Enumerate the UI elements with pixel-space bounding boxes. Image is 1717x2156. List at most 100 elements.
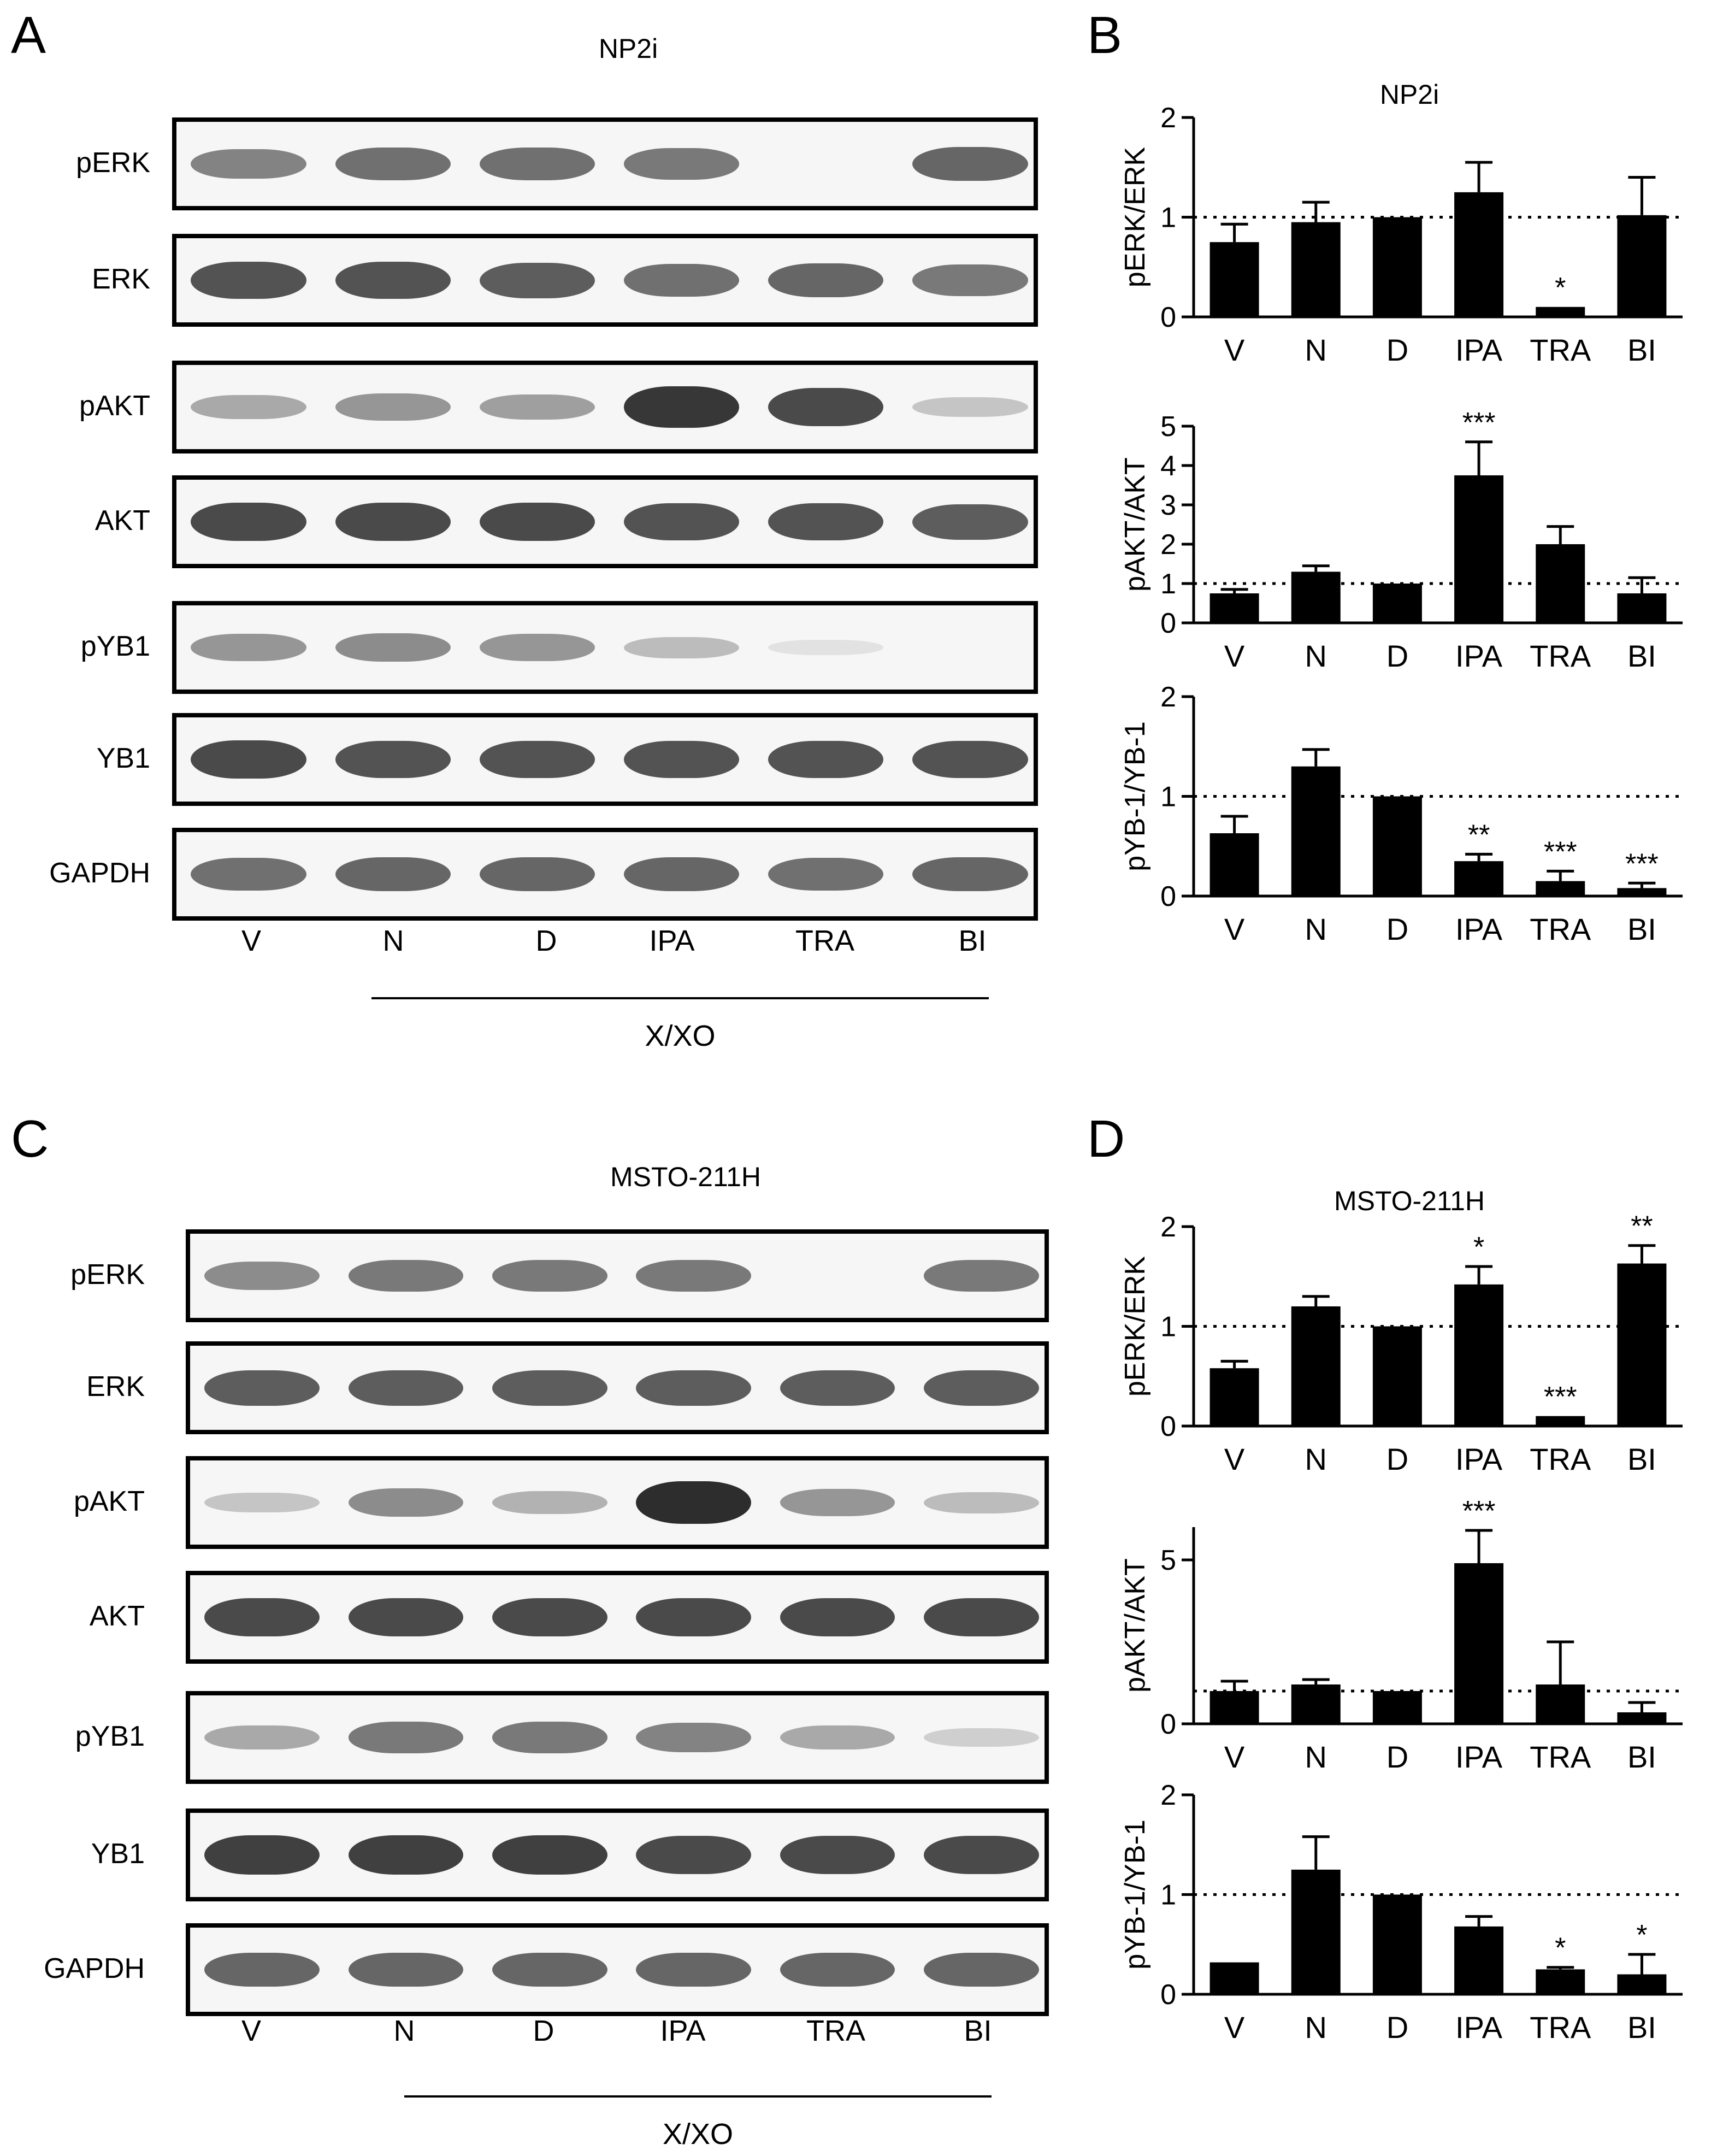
blot-band [924, 1728, 1039, 1747]
x-tick-label: N [1305, 333, 1327, 367]
blot-band [636, 1952, 751, 1987]
blot-band [479, 148, 595, 180]
blot-band [636, 1598, 751, 1637]
blot-strip-perk [172, 117, 1038, 210]
blot-band [191, 740, 306, 779]
significance-marker: *** [1544, 1381, 1577, 1413]
blot-band [479, 634, 595, 661]
blot-band [479, 857, 595, 892]
blot-band [623, 857, 740, 892]
blot-band [623, 264, 740, 297]
blot-band [191, 149, 306, 179]
bar-tra [1536, 307, 1585, 317]
y-tick-label: 5 [1160, 411, 1176, 443]
y-tick-label: 0 [1160, 608, 1176, 639]
blot-row-label: GAPDH [49, 857, 150, 889]
blot-band [348, 1722, 464, 1753]
bar-ipa [1454, 192, 1504, 317]
blot-band [335, 741, 451, 778]
significance-marker: *** [1544, 836, 1577, 868]
blot-band [636, 1481, 751, 1524]
y-tick-label: 2 [1160, 1780, 1176, 1811]
x-tick-label: D [1386, 1442, 1408, 1476]
x-tick-label: D [1386, 1740, 1408, 1774]
significance-marker: *** [1462, 1495, 1496, 1527]
lane-label: BI [964, 2014, 992, 2047]
significance-marker: *** [1625, 848, 1659, 880]
blot-band [335, 148, 451, 180]
bar-v [1209, 1962, 1259, 1994]
bar-ipa [1454, 475, 1504, 623]
bar-ipa [1454, 1284, 1504, 1426]
bar-n [1291, 1869, 1341, 1994]
y-tick-label: 1 [1160, 1311, 1176, 1343]
blot-band [335, 393, 451, 421]
blot-band [768, 639, 884, 656]
blot-band [479, 502, 595, 541]
blot-band [204, 1598, 320, 1637]
x-tick-label: TRA [1530, 2010, 1591, 2045]
panel-letter-c: C [11, 1110, 49, 1168]
blot-band [768, 503, 884, 540]
significance-marker: * [1473, 1232, 1484, 1263]
bar-bi [1617, 1974, 1667, 1994]
blot-band [479, 262, 595, 298]
blot-band [204, 1952, 320, 1987]
blot-strip-pakt [186, 1456, 1049, 1549]
panel-a-title: NP2i [598, 33, 658, 64]
treatment-label: X/XO [662, 2118, 734, 2151]
blot-band [623, 503, 740, 540]
blot-band [204, 1835, 320, 1875]
x-tick-label: D [1386, 639, 1408, 673]
blot-band [335, 262, 451, 299]
bar-bi [1617, 215, 1667, 317]
blot-band [623, 386, 740, 428]
x-tick-label: N [1305, 1442, 1327, 1476]
blot-strip-pyb1 [172, 601, 1038, 694]
blot-band [191, 634, 306, 661]
lane-label: IPA [660, 2014, 706, 2047]
blot-band [348, 1260, 464, 1292]
bar-d [1372, 584, 1422, 623]
blot-band [479, 394, 595, 420]
blot-band [636, 1370, 751, 1406]
lane-label: IPA [649, 924, 695, 957]
significance-marker: ** [1468, 819, 1490, 851]
y-tick-label: 2 [1160, 1211, 1176, 1243]
significance-marker: * [1555, 272, 1566, 304]
bar-n [1291, 766, 1341, 896]
bar-ipa [1454, 861, 1504, 896]
blot-band [924, 1835, 1039, 1875]
blot-row-label: GAPDH [44, 1953, 145, 1984]
bar-n [1291, 222, 1341, 317]
x-tick-label: V [1224, 2010, 1245, 2045]
bar-bi [1617, 1263, 1667, 1426]
bar-tra [1536, 881, 1585, 896]
x-tick-label: TRA [1530, 912, 1591, 946]
blot-row-label: pERK [76, 147, 150, 179]
bar-v [1209, 833, 1259, 896]
bar-tra [1536, 1969, 1585, 1994]
x-tick-label: BI [1627, 912, 1656, 946]
x-tick-label: V [1224, 1442, 1245, 1476]
blot-band [924, 1952, 1039, 1987]
bar-d [1372, 796, 1422, 896]
blot-strip-perk [186, 1229, 1049, 1322]
lane-label: TRA [806, 2014, 865, 2047]
y-tick-label: 5 [1160, 1545, 1176, 1576]
blot-row-label: pAKT [79, 390, 150, 422]
lane-label: BI [958, 924, 987, 957]
blot-band [912, 504, 1028, 540]
x-tick-label: N [1305, 2010, 1327, 2045]
x-tick-label: TRA [1530, 333, 1591, 367]
blot-band [348, 1370, 464, 1406]
blot-row-label: pYB1 [80, 631, 150, 662]
bar-n [1291, 572, 1341, 623]
blot-band [924, 1492, 1039, 1513]
blot-band [768, 387, 884, 427]
blot-band [924, 1598, 1039, 1637]
y-axis-label: pYB-1/YB-1 [1119, 1819, 1151, 1970]
bar-n [1291, 1306, 1341, 1426]
y-tick-label: 2 [1160, 529, 1176, 561]
panel-c-title: MSTO-211H [610, 1162, 761, 1192]
